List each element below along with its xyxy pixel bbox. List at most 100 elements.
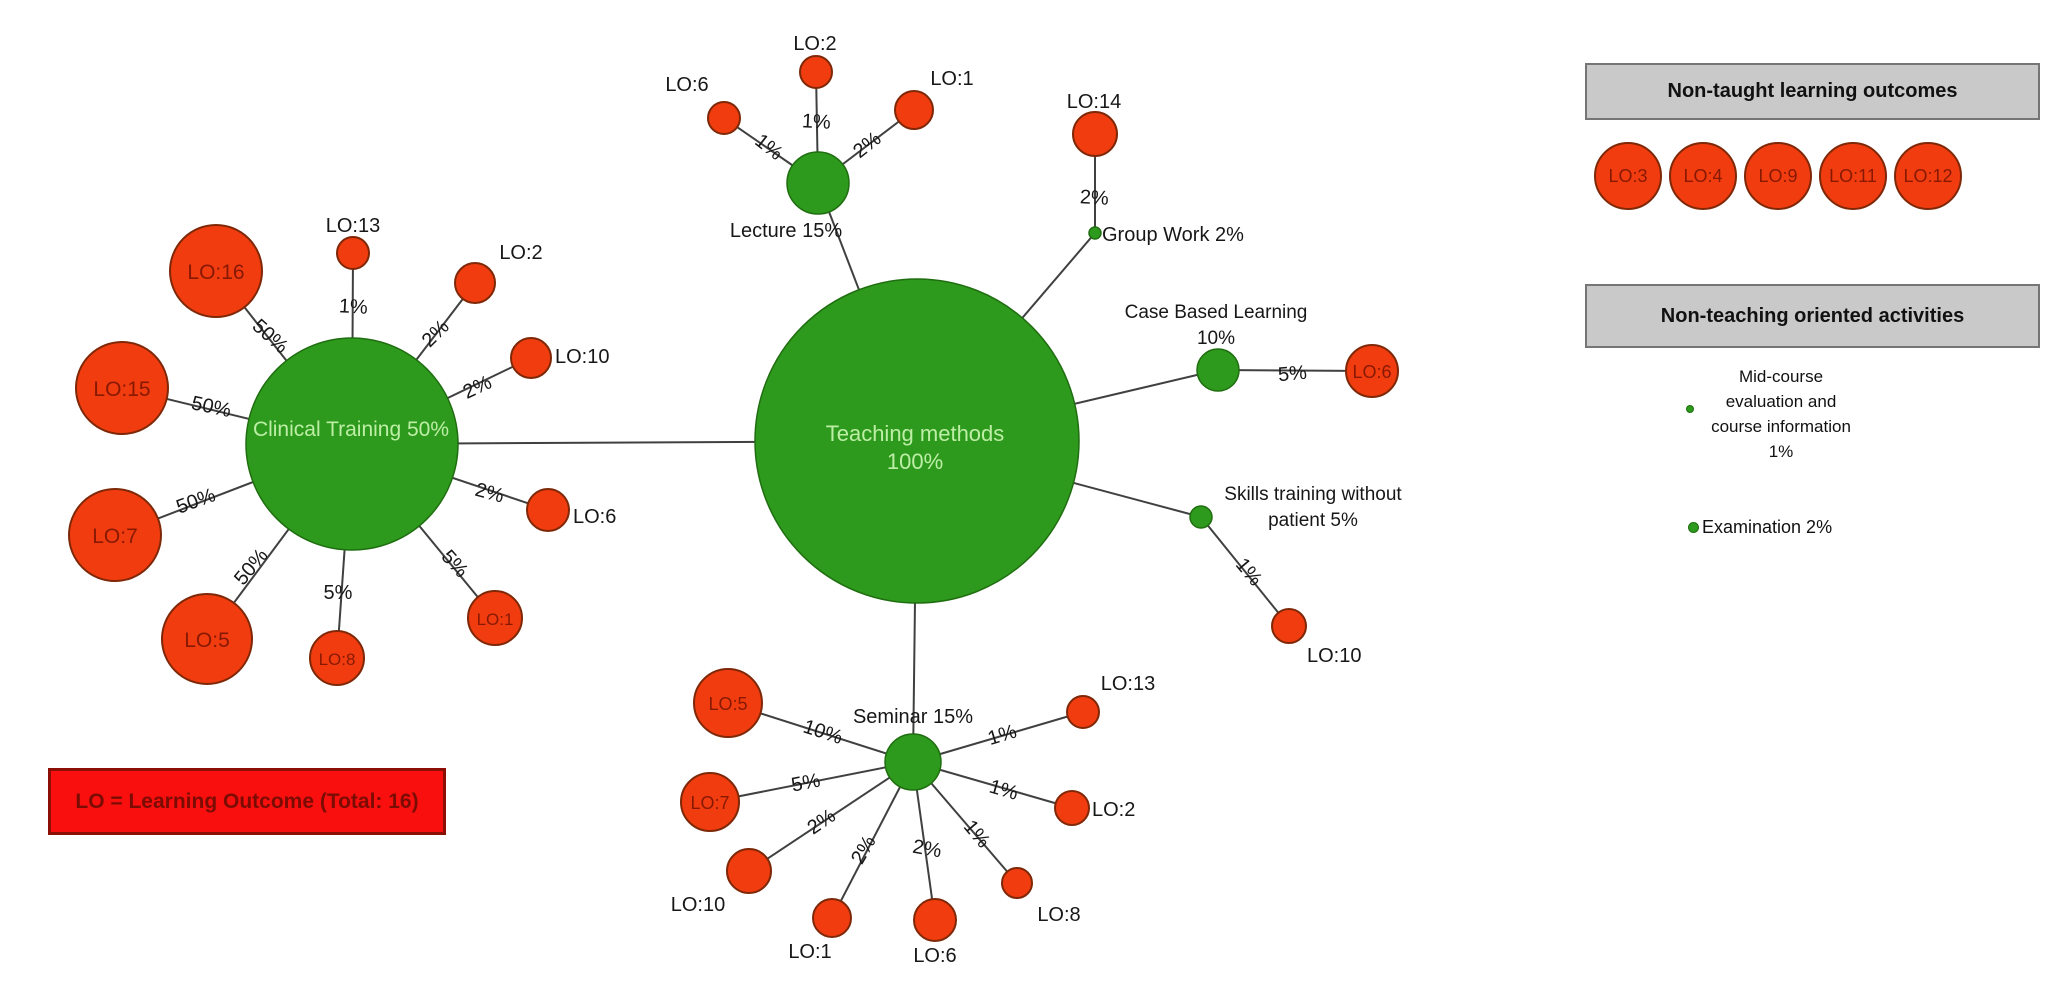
non-teaching-legend-title: Non-teaching oriented activities	[1660, 304, 1965, 327]
edge-seminar-s1	[831, 761, 914, 919]
node-label-g14: LO:14	[1067, 91, 1121, 113]
node-label-teaching-0: Teaching methods	[826, 421, 1005, 446]
node-cb6	[1345, 344, 1399, 398]
node-c1	[467, 590, 523, 646]
midcourse-label-line: Mid-course	[1738, 367, 1824, 386]
node-s6	[913, 898, 957, 942]
node-teaching	[754, 278, 1080, 604]
node-label-s1: LO:1	[788, 941, 831, 963]
node-s1	[812, 898, 852, 938]
examination-label: Examination 2%	[1702, 517, 1833, 537]
edge-label-clinical-c2: 2%	[418, 316, 454, 352]
legend-outcome-circle: LO:12	[1894, 142, 1962, 210]
node-label-s8: LO:8	[1037, 904, 1080, 926]
node-c15	[75, 341, 169, 435]
node-label-cb6: LO:6	[1352, 362, 1391, 382]
edge-label-clinical-c13: 1%	[338, 295, 368, 318]
node-skills	[1189, 505, 1213, 529]
node-c6	[526, 488, 570, 532]
node-label-s7: LO:7	[690, 793, 729, 813]
node-label-l2: LO:2	[793, 33, 836, 55]
node-c7	[68, 488, 162, 582]
node-label-lecture: Lecture 15%	[730, 220, 843, 242]
edge-label-seminar-s2: 1%	[987, 776, 1021, 805]
node-label-s5: LO:5	[708, 694, 747, 714]
legend-outcome-label: LO:4	[1683, 165, 1723, 186]
edge-label-clinical-c10: 2%	[460, 371, 496, 403]
node-label-cbl-1: 10%	[1197, 328, 1235, 349]
node-label-seminar: Seminar 15%	[853, 706, 973, 728]
non-teaching-legend-box: Non-teaching oriented activities	[1585, 284, 2040, 348]
examination-dot-icon	[1688, 522, 1699, 533]
node-label-l1: LO:1	[930, 68, 973, 90]
legend-outcome-circle: LO:9	[1744, 142, 1812, 210]
node-l2	[799, 55, 833, 89]
edge-seminar-s13	[912, 711, 1084, 763]
edge-label-clinical-c6: 2%	[473, 479, 507, 508]
legend-outcome-label: LO:12	[1903, 165, 1953, 186]
node-label-s13: LO:13	[1101, 673, 1155, 695]
node-s7	[680, 772, 740, 832]
legend-outcome-label: LO:9	[1758, 165, 1798, 186]
node-label-cbl-0: Case Based Learning	[1125, 302, 1308, 323]
edge-seminar-s10	[748, 761, 914, 872]
edge-label-clinical-c5: 50%	[230, 545, 273, 590]
node-label-skills-1: patient 5%	[1268, 510, 1358, 531]
midcourse-label-line: 1%	[1768, 442, 1794, 461]
legend-outcome-circle: LO:3	[1594, 142, 1662, 210]
edge-label-seminar-s1: 2%	[847, 832, 881, 868]
node-clinical	[245, 337, 459, 551]
midcourse-label-line: course information	[1711, 417, 1851, 436]
node-label-c7: LO:7	[92, 525, 138, 548]
edge-label-lecture-l6: 1%	[751, 130, 787, 165]
node-sk10	[1271, 608, 1307, 644]
edge-label-cbl-cb6: 5%	[1277, 362, 1308, 386]
node-label-s2: LO:2	[1092, 799, 1135, 821]
node-label-skills-0: Skills training without	[1224, 484, 1402, 505]
edge-label-seminar-s7: 5%	[790, 770, 823, 797]
node-label-s10: LO:10	[671, 894, 725, 916]
lo-note-text: LO = Learning Outcome (Total: 16)	[75, 789, 419, 813]
edge-label-seminar-s13: 1%	[985, 720, 1019, 750]
node-c5	[161, 593, 253, 685]
node-cbl	[1196, 348, 1240, 392]
node-s2	[1054, 790, 1090, 826]
edge-label-clinical-c7: 50%	[173, 484, 218, 518]
node-label-c2: LO:2	[499, 242, 542, 264]
non-taught-legend-title: Non-taught learning outcomes	[1667, 80, 1958, 102]
edge-label-seminar-s6: 2%	[911, 836, 944, 863]
edge-label-lecture-l1: 2%	[849, 128, 885, 163]
node-label-c10: LO:10	[555, 346, 609, 368]
edge-label-lecture-l2: 1%	[801, 110, 831, 133]
midcourse-dot-icon	[1686, 405, 1694, 413]
node-c13	[336, 236, 370, 270]
node-label-l6: LO:6	[665, 74, 708, 96]
midcourse-label: Mid-course evaluation and course informa…	[1676, 364, 1886, 464]
node-s8	[1001, 867, 1033, 899]
edge-label-clinical-c15: 50%	[189, 392, 233, 422]
node-l1	[894, 90, 934, 130]
legend-outcome-label: LO:11	[1829, 165, 1877, 186]
edge-seminar-s7	[709, 761, 914, 803]
node-label-sk10: LO:10	[1307, 645, 1361, 667]
node-l6	[707, 101, 741, 135]
edge-label-clinical-c8: 5%	[324, 582, 353, 604]
node-label-c15: LO:15	[93, 378, 150, 401]
node-label-teaching-1: 100%	[887, 449, 943, 474]
node-g14	[1072, 111, 1118, 157]
node-s13	[1066, 695, 1100, 729]
node-label-c8: LO:8	[319, 650, 356, 669]
lo-note-box: LO = Learning Outcome (Total: 16)	[48, 768, 446, 835]
node-label-s6: LO:6	[913, 945, 956, 967]
node-groupwork	[1088, 226, 1102, 240]
legend-outcome-circle: LO:11	[1819, 142, 1887, 210]
node-label-c1: LO:1	[477, 610, 514, 629]
non-taught-outcomes-row: LO:3 LO:4 LO:9 LO:11 LO:12	[1594, 142, 1962, 210]
legend-outcome-label: LO:3	[1608, 165, 1648, 186]
node-label-clinical: Clinical Training 50%	[253, 418, 449, 441]
node-s10	[726, 848, 772, 894]
node-label-c6: LO:6	[573, 506, 616, 528]
legend-outcome-circle: LO:4	[1669, 142, 1737, 210]
node-label-c13: LO:13	[326, 215, 380, 237]
